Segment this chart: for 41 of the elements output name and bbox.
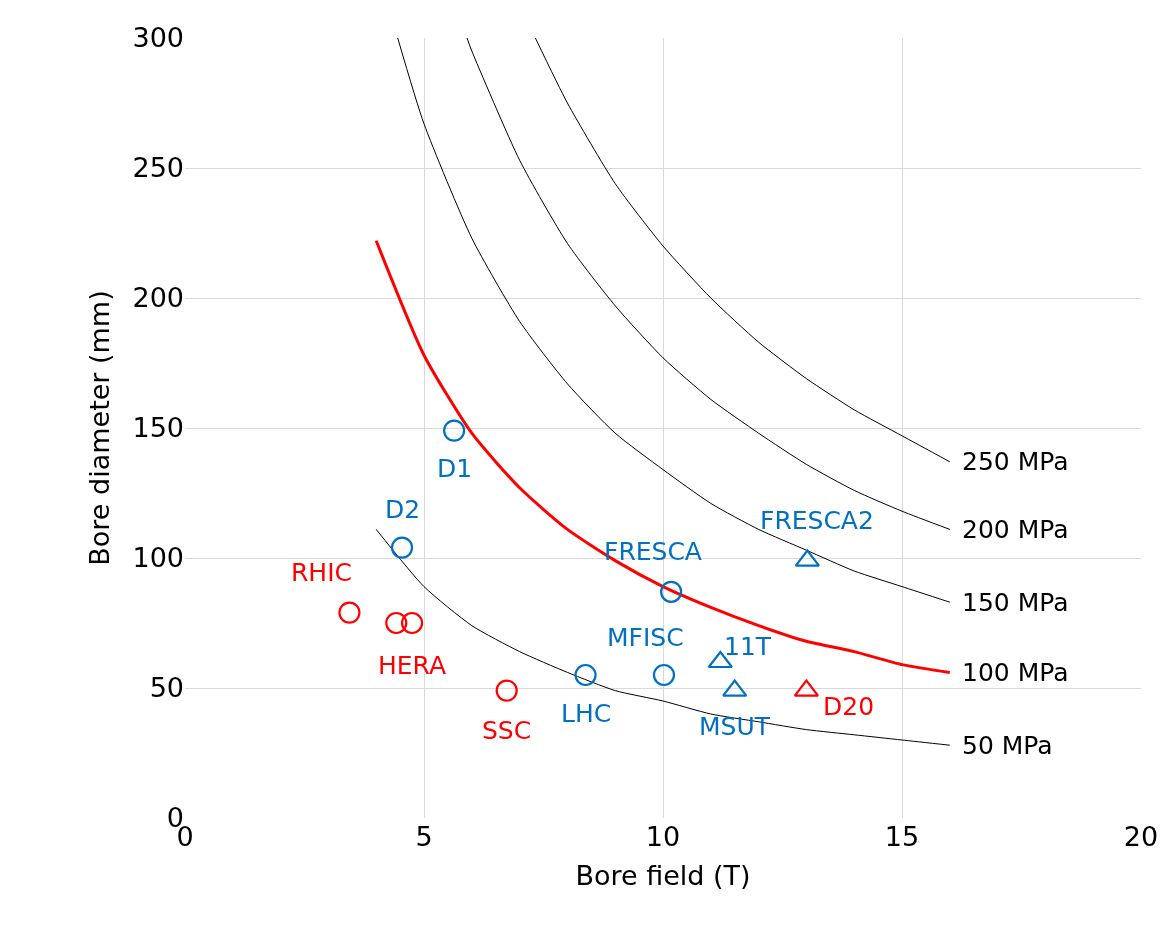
point <box>385 611 408 635</box>
line-series <box>374 239 952 674</box>
y-axis-title: Bore diameter (mm) <box>83 290 115 566</box>
series-label: 150 MPa <box>962 588 1069 617</box>
x-axis-title: Bore field (T) <box>575 860 751 892</box>
point <box>400 611 424 635</box>
point <box>338 601 361 624</box>
series-label: 50 MPa <box>962 731 1053 760</box>
point <box>574 663 597 687</box>
x-tick-label: 20 <box>1123 821 1159 852</box>
x-tick-label: 15 <box>884 821 920 852</box>
annotation: FRESCA <box>604 537 702 566</box>
y-tick-label: 50 <box>149 672 184 704</box>
series-label: 200 MPa <box>962 515 1069 544</box>
annotation: D2 <box>385 495 421 524</box>
y-tick-label: 200 <box>132 282 184 314</box>
series-label: 100 MPa <box>962 658 1069 687</box>
x-tick-label: 10 <box>645 821 681 852</box>
annotation: MSUT <box>699 712 771 741</box>
annotation: MFISC <box>607 623 684 652</box>
series-label: 250 MPa <box>962 447 1069 476</box>
annotation: SSC <box>482 716 532 745</box>
point <box>495 679 518 702</box>
point <box>390 536 414 559</box>
annotation: D20 <box>823 692 875 721</box>
line-series <box>534 38 951 463</box>
y-tick-label: 300 <box>132 22 184 54</box>
annotation: HERA <box>378 651 447 680</box>
y-tick-label: 250 <box>132 152 184 184</box>
annotation: RHIC <box>291 558 352 587</box>
point <box>652 663 676 687</box>
annotation: FRESCA2 <box>760 506 874 535</box>
y-tick-label: 100 <box>132 542 184 574</box>
point <box>443 419 466 442</box>
x-tick-label: 5 <box>415 821 433 852</box>
point <box>660 580 683 603</box>
y-tick-label: 150 <box>132 412 184 444</box>
line-series <box>375 528 951 746</box>
annotation: LHC <box>561 699 612 728</box>
annotation: D1 <box>437 454 473 483</box>
annotation: 11T <box>724 632 772 661</box>
